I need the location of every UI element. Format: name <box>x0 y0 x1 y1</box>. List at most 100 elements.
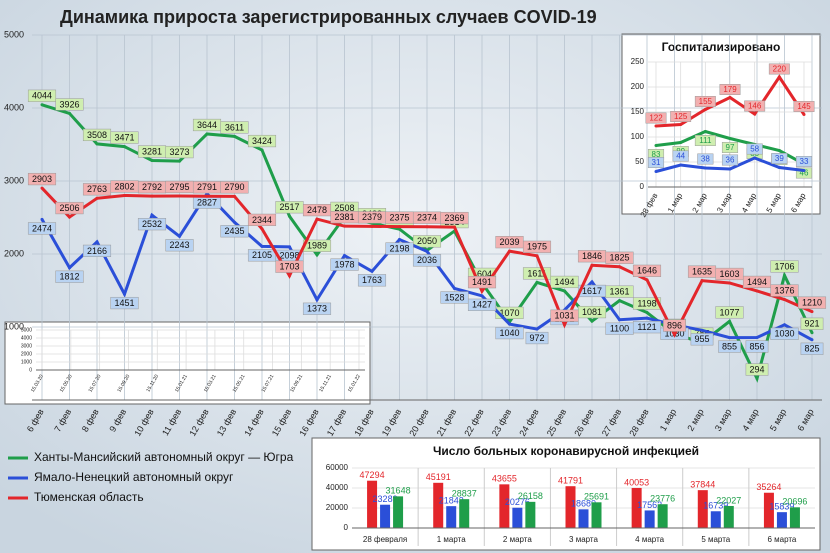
point <box>673 333 676 337</box>
data-label-bg <box>302 302 332 315</box>
point <box>508 249 511 253</box>
data-label: 111 <box>699 136 712 145</box>
data-label-bg <box>718 340 741 353</box>
point <box>679 163 683 167</box>
data-label-bg <box>605 251 634 264</box>
point <box>703 166 707 170</box>
point <box>700 328 704 332</box>
point <box>315 298 319 302</box>
point <box>205 132 209 136</box>
point <box>343 224 346 228</box>
bar <box>380 504 391 528</box>
point <box>453 225 456 229</box>
bar <box>459 499 470 528</box>
data-label: 3273 <box>169 147 189 157</box>
data-label: 37844 <box>690 480 715 490</box>
point <box>802 113 806 116</box>
point <box>425 225 429 229</box>
data-label: 2039 <box>499 237 519 247</box>
data-label: 1846 <box>582 251 602 261</box>
point <box>700 279 704 283</box>
data-label: 40053 <box>624 477 649 487</box>
data-label-bg <box>82 244 112 257</box>
data-label: 2381 <box>334 212 354 222</box>
point <box>398 238 401 242</box>
point <box>755 336 759 340</box>
point <box>40 217 44 221</box>
data-label: 855 <box>722 341 737 351</box>
bar <box>512 507 523 528</box>
point <box>480 289 484 293</box>
data-label: 179 <box>723 85 737 94</box>
data-label-bg <box>27 89 57 102</box>
point <box>563 289 566 293</box>
point <box>618 318 621 322</box>
data-label: 825 <box>804 344 819 354</box>
data-label: 1100 <box>610 324 629 334</box>
data-label-bg <box>694 96 716 107</box>
data-label: 2474 <box>32 223 52 233</box>
data-label: 1646 <box>637 266 657 276</box>
point <box>233 134 236 138</box>
data-label-bg <box>137 218 167 231</box>
y-tick-label: 4000 <box>4 102 24 112</box>
point <box>679 141 683 144</box>
data-label-bg <box>440 291 469 304</box>
data-label: 1373 <box>307 304 327 314</box>
y-tick-label: 60000 <box>326 463 349 472</box>
point <box>802 169 806 172</box>
y-tick-label: 1000 <box>21 359 32 365</box>
bar-title: Число больных коронавирусной инфекцией <box>433 444 699 458</box>
data-label: 21843 <box>439 496 464 506</box>
point <box>810 310 814 314</box>
data-label: 2435 <box>224 226 244 236</box>
x-tick-label: 2 марта <box>503 535 532 544</box>
point <box>590 280 594 284</box>
data-label-bg <box>495 326 524 340</box>
data-label: 1030 <box>774 329 794 339</box>
data-label-bg <box>220 225 249 238</box>
data-label: 1077 <box>719 307 739 317</box>
data-label: 1210 <box>802 298 822 308</box>
point <box>777 166 781 169</box>
data-label: 220 <box>773 65 787 74</box>
data-label-bg <box>632 264 662 277</box>
data-label-bg <box>770 327 799 340</box>
point <box>563 323 566 327</box>
bar <box>367 480 378 528</box>
data-label-bg <box>412 254 442 267</box>
data-label: 18680 <box>571 499 596 509</box>
point <box>260 227 264 231</box>
point <box>590 319 594 323</box>
legend-label: Тюменская область <box>34 490 144 504</box>
point <box>123 145 126 149</box>
data-label-bg <box>795 167 813 179</box>
data-label-bg <box>110 296 139 310</box>
data-label-bg <box>330 258 359 271</box>
data-label: 2243 <box>169 240 189 250</box>
data-label-bg <box>302 204 332 217</box>
data-label: 31648 <box>386 486 411 496</box>
data-label-bg <box>495 306 524 319</box>
data-label-bg <box>721 154 739 166</box>
data-label: 1494 <box>747 277 767 287</box>
point <box>425 249 429 253</box>
bar <box>578 509 589 528</box>
point <box>783 298 786 302</box>
data-label: 16739 <box>703 501 728 511</box>
data-label: 1081 <box>582 307 602 317</box>
point <box>123 292 126 296</box>
bar <box>710 511 721 528</box>
point <box>315 253 319 257</box>
data-label-bg <box>275 260 304 273</box>
data-label: 1812 <box>59 272 79 282</box>
point <box>178 159 181 163</box>
data-label: 2903 <box>32 174 52 184</box>
point <box>728 167 732 171</box>
data-label: 23776 <box>650 494 675 504</box>
data-label: 2517 <box>279 202 299 212</box>
point <box>810 331 814 335</box>
point <box>123 193 126 197</box>
point <box>233 194 236 198</box>
data-label-bg <box>800 342 824 355</box>
